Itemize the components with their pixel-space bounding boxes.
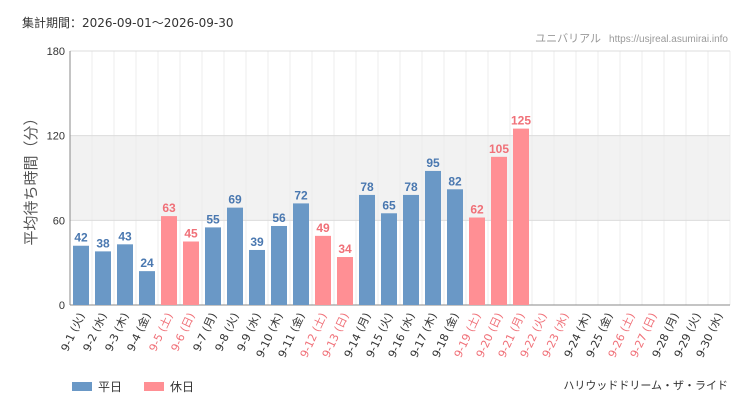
bar [491,156,507,305]
data-label: 38 [96,236,110,250]
data-label: 72 [294,188,308,202]
data-label: 42 [74,231,88,245]
data-label: 82 [448,174,462,188]
y-tick-label: 120 [47,131,65,143]
bar [249,249,265,305]
legend-swatch-holiday [144,382,165,391]
y-tick-label: 60 [53,215,65,227]
bar [447,189,463,305]
bar [73,245,89,305]
legend: 平日 休日 [72,378,194,395]
site-url[interactable]: https://usjreal.asumirai.info [609,34,728,45]
data-label: 69 [228,193,242,207]
legend-label-weekday: 平日 [98,380,123,394]
bar [183,241,199,305]
data-label: 34 [338,242,352,256]
data-label: 78 [404,180,418,194]
data-label: 45 [184,227,198,241]
legend-item-holiday: 休日 [144,378,194,395]
data-label: 55 [206,212,220,226]
data-label: 125 [511,114,531,128]
bar [513,128,529,305]
data-label: 49 [316,221,330,235]
bar [425,170,441,305]
bar [359,194,375,305]
bar [161,216,177,305]
legend-swatch-weekday [72,382,92,391]
bar [381,213,397,305]
y-axis-title: 平均待ち時間（分） [22,110,40,245]
bar [403,194,419,305]
data-label: 43 [118,229,132,243]
data-label: 56 [272,211,286,225]
bar [139,271,155,305]
bar [469,217,485,305]
bar [271,225,287,305]
period-label: 集計期間：2026-09-01〜2026-09-30 [22,16,234,30]
bar [293,203,309,305]
data-label: 24 [140,256,154,270]
bar [227,207,243,305]
bar [315,235,331,305]
data-label: 78 [360,180,374,194]
bar [337,257,353,305]
bar [117,244,133,305]
data-label: 63 [162,201,176,215]
y-tick-label: 180 [47,46,65,58]
legend-item-weekday: 平日 [72,378,122,395]
y-tick-label: 0 [59,300,65,312]
data-label: 105 [489,142,509,156]
bar [205,227,221,305]
site-name: ユニバリアル [535,32,602,45]
data-label: 62 [470,203,484,217]
data-label: 39 [250,235,264,249]
legend-label-holiday: 休日 [170,380,195,394]
data-label: 95 [426,156,440,170]
attraction-name: ハリウッドドリーム・ザ・ライド [563,379,728,392]
bar [95,251,111,305]
site-credit[interactable]: ユニバリアル https://usjreal.asumirai.info [535,30,728,46]
data-label: 65 [382,198,396,212]
